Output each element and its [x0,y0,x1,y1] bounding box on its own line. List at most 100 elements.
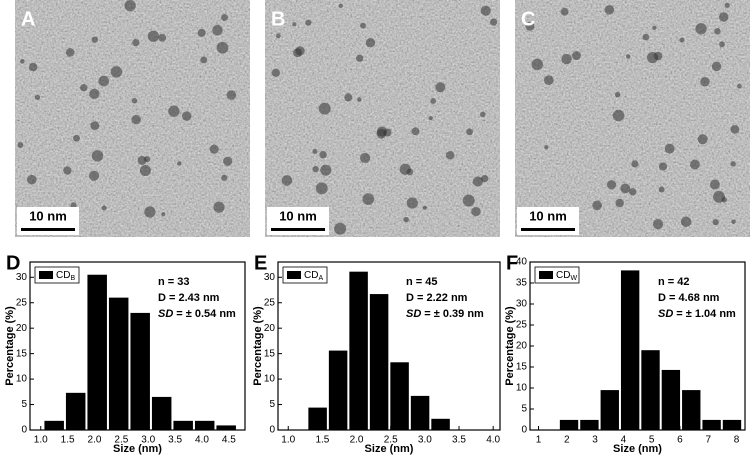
legend-entry: CDB [56,270,75,282]
x-axis-label: Size (nm) [113,443,162,455]
nanoparticle [90,121,100,131]
nanoparticle [730,161,736,167]
annotation-n: n = 42 [658,276,690,288]
nanoparticle [344,93,353,102]
sd-label: SD [406,308,421,320]
bar [600,390,619,430]
x-axis-label: Size (nm) [613,443,662,455]
nanoparticle [481,174,489,183]
sd-value: = ± 0.54 nm [176,308,236,320]
nanoparticle [571,51,581,61]
bar [173,420,193,430]
nanoparticle [606,180,617,190]
x-tick-label: 2 [564,435,570,446]
x-tick-label: 8 [734,435,740,446]
legend-subscript: A [318,275,323,282]
y-tick-label: 20 [516,341,528,352]
y-tick-label: 0 [521,425,527,436]
x-tick-label: 4.5 [222,435,236,446]
x-tick-label: 1.5 [61,435,75,446]
nanoparticle [91,150,104,162]
nanoparticle [592,200,602,211]
nanoparticle [737,83,742,89]
nanoparticle [472,176,483,187]
legend-entry: CDW [556,270,577,282]
nanoparticle [357,97,362,102]
nanoparticle [679,37,685,43]
x-tick-label: 7 [705,435,711,446]
bar [620,270,640,430]
y-axis-label: Percentage (%) [252,306,264,386]
nanoparticle [147,30,160,42]
y-tick-label: 30 [16,272,28,283]
scale-bar-label: 10 nm [29,208,67,223]
x-tick-label: 2.5 [114,435,128,446]
nanoparticle [658,186,665,193]
sd-label: SD [158,308,173,320]
nanoparticle [221,174,228,181]
nanoparticle [721,197,728,203]
nanoparticle [714,28,721,35]
nanoparticle [80,84,88,92]
annotation-sd: SD = ± 0.39 nm [406,308,484,320]
nanoparticle [200,56,208,64]
nanoparticle [271,68,281,78]
x-tick-label: 3.0 [418,435,432,446]
nanoparticle [144,156,151,163]
nanoparticle [197,28,206,37]
x-tick-label: 1.5 [315,435,329,446]
nanoparticle [26,174,37,185]
y-tick-label: 15 [516,362,528,373]
nanoparticle [223,156,233,166]
bar [151,396,172,430]
nanoparticle [28,62,38,72]
y-axis-label: Percentage (%) [4,306,16,386]
nanoparticle [359,152,371,164]
sd-value: = ± 1.04 nm [676,308,736,320]
bar [44,420,64,430]
y-tick-label: 5 [521,404,527,415]
bar [108,297,129,430]
nanoparticle [561,53,572,65]
y-tick-label: 0 [21,425,27,436]
nanoparticle [711,61,722,72]
nanoparticle [489,18,498,26]
nanoparticle [658,162,668,171]
nanoparticle [362,193,375,205]
nanoparticle [422,205,427,210]
nanoparticle [399,163,411,175]
nanoparticle [435,82,446,93]
nanoparticle [20,59,25,64]
nanoparticle [226,90,237,100]
nanoparticle [480,5,491,16]
sd-value: = ± 0.39 nm [424,308,484,320]
nanoparticle [292,22,297,27]
nanoparticle [89,88,100,100]
nanoparticle [525,21,535,31]
nanoparticle [718,12,729,22]
annotation-n: n = 33 [158,276,190,288]
nanoparticle [620,183,631,194]
nanoparticle [319,151,327,159]
nanoparticle [700,76,710,87]
nanoparticle [560,7,569,16]
x-tick-label: 4 [621,435,627,446]
bar [65,392,86,430]
panel-label: D [6,252,20,274]
annotation-n: n = 45 [406,276,438,288]
nanoparticle [281,175,293,186]
bar [580,419,599,430]
nanoparticle [182,111,192,121]
nanoparticle [664,143,675,154]
legend-text: CD [556,270,570,281]
bar [661,369,681,430]
panel-label: A [21,8,35,30]
nanoparticle [697,134,708,145]
nanoparticle [65,48,75,57]
bar [390,362,409,430]
nanoparticle [360,22,366,29]
nanoparticle [652,25,657,30]
panel-label: E [254,252,267,274]
nanoparticle [70,202,77,209]
